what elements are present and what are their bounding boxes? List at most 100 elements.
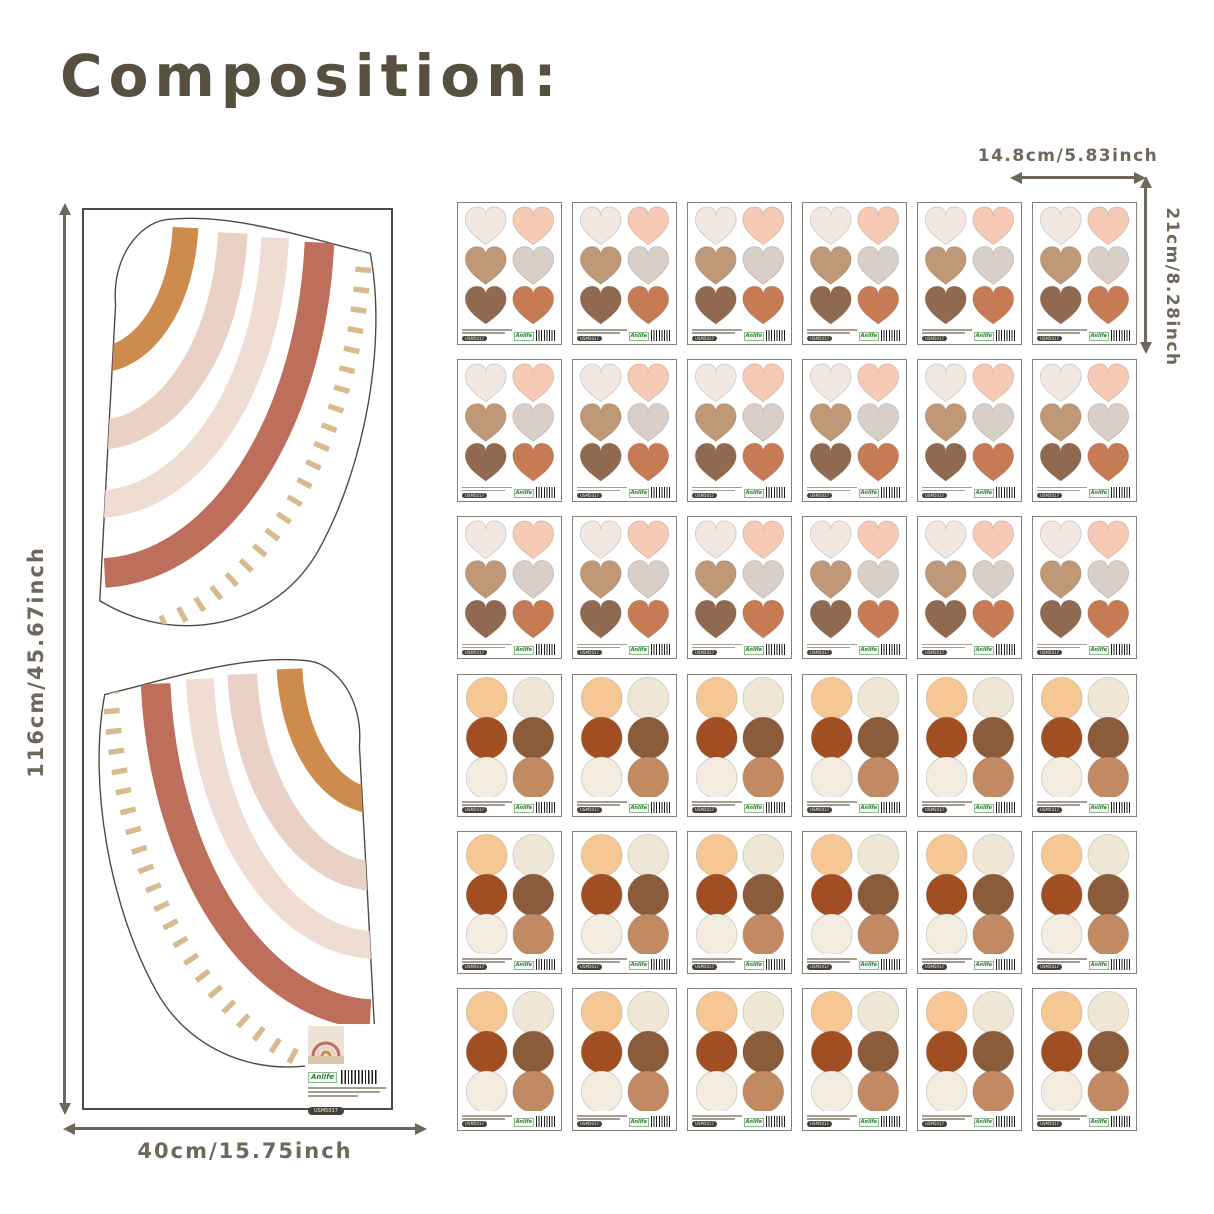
heart-sticker-sheet: USM5017 Anlife xyxy=(687,202,792,345)
barcode xyxy=(536,644,557,656)
circle-stickers xyxy=(925,676,1015,797)
width-arrow xyxy=(63,1122,427,1135)
heart-stickers xyxy=(1039,363,1130,482)
sheet-fine-print: USM5017 xyxy=(577,1114,627,1127)
sheet-code-pill: USM5017 xyxy=(807,649,833,656)
brand-logo: Anlife xyxy=(858,1117,879,1127)
sheet-code-pill: USM5017 xyxy=(922,649,948,656)
sheet-fine-print: USM5017 xyxy=(807,800,857,813)
brand-logo: Anlife xyxy=(1088,1117,1109,1127)
heart-sticker-sheet: USM5017 Anlife xyxy=(572,359,677,503)
brand-logo: Anlife xyxy=(743,332,764,341)
sheet-label: USM5017 Anlife xyxy=(462,639,557,656)
circle-stickers xyxy=(810,676,900,797)
barcode xyxy=(1111,1115,1132,1127)
heart-stickers xyxy=(924,363,1015,482)
sheet-label: USM5017 Anlife xyxy=(922,639,1017,656)
brand-logo: Anlife xyxy=(628,960,649,970)
brand-logo: Anlife xyxy=(628,332,649,341)
product-label: Anlife USM5017 xyxy=(305,1024,389,1115)
sheet-label: USM5017 Anlife xyxy=(807,482,902,499)
heart-stickers xyxy=(1039,206,1130,325)
barcode xyxy=(1111,801,1132,813)
sheet-code-pill: USM5017 xyxy=(692,807,718,813)
barcode xyxy=(651,801,672,813)
brand-logo: Anlife xyxy=(308,1071,337,1083)
brand-logo: Anlife xyxy=(1088,332,1109,341)
sheet-code-pill: USM5017 xyxy=(1037,807,1063,813)
circle-sticker-sheet: USM5017 Anlife xyxy=(457,830,562,974)
barcode xyxy=(881,644,902,656)
sheet-fine-print: USM5017 xyxy=(922,957,972,970)
sheet-code-pill: USM5017 xyxy=(807,807,833,813)
sheet-fine-print: USM5017 xyxy=(462,957,512,970)
circle-sticker-sheet: USM5017 Anlife xyxy=(1032,830,1137,974)
brand-logo: Anlife xyxy=(973,489,994,499)
brand-logo: Anlife xyxy=(973,960,994,970)
brand-logo: Anlife xyxy=(513,646,534,656)
heart-sticker-sheet: USM5017 Anlife xyxy=(1032,359,1137,503)
barcode xyxy=(651,958,672,970)
panel-width-label: 40cm/15.75inch xyxy=(137,1139,353,1163)
circle-sticker-sheet: USM5017 Anlife xyxy=(457,673,562,817)
heart-sticker-sheet: USM5017 Anlife xyxy=(917,202,1022,345)
sheet-fine-print: USM5017 xyxy=(462,642,512,656)
circle-sticker-sheet: USM5017 Anlife xyxy=(802,830,907,974)
sheet-code-pill: USM5017 xyxy=(1037,649,1063,656)
circle-stickers xyxy=(465,833,555,954)
circle-sticker-sheet: USM5017 Anlife xyxy=(917,830,1022,974)
barcode xyxy=(651,487,672,499)
sheet-fine-print: USM5017 xyxy=(807,485,857,499)
brand-logo: Anlife xyxy=(973,332,994,341)
heart-sticker-sheet: USM5017 Anlife xyxy=(917,516,1022,660)
sheet-code-pill: USM5017 xyxy=(462,492,488,499)
product-code-pill: USM5017 xyxy=(308,1107,344,1115)
brand-logo: Anlife xyxy=(628,489,649,499)
brand-logo: Anlife xyxy=(1088,803,1109,813)
sheet-fine-print: USM5017 xyxy=(462,800,512,813)
sheet-fine-print: USM5017 xyxy=(1037,1114,1087,1127)
heart-stickers xyxy=(464,363,555,482)
heart-sticker-sheet: USM5017 Anlife xyxy=(687,359,792,503)
sheet-label: USM5017 Anlife xyxy=(1037,325,1132,342)
circle-sticker-sheet: USM5017 Anlife xyxy=(687,673,792,817)
barcode xyxy=(766,958,787,970)
circle-stickers xyxy=(810,990,900,1111)
sheet-label: USM5017 Anlife xyxy=(692,954,787,971)
sheet-code-pill: USM5017 xyxy=(692,964,718,970)
sheet-label: USM5017 Anlife xyxy=(462,1111,557,1128)
circle-stickers xyxy=(580,833,670,954)
sheet-label: USM5017 Anlife xyxy=(807,1111,902,1128)
brand-logo: Anlife xyxy=(1088,489,1109,499)
sheet-fine-print: USM5017 xyxy=(807,642,857,656)
barcode xyxy=(881,330,902,341)
sheet-fine-print: USM5017 xyxy=(577,642,627,656)
barcode xyxy=(996,330,1017,341)
sheet-fine-print: USM5017 xyxy=(577,800,627,813)
sheet-code-pill: USM5017 xyxy=(1037,1121,1063,1127)
brand-logo: Anlife xyxy=(513,332,534,341)
heart-sticker-sheet: USM5017 Anlife xyxy=(1032,516,1137,660)
circle-stickers xyxy=(1040,990,1130,1111)
height-arrow xyxy=(58,203,71,1115)
sheet-code-pill: USM5017 xyxy=(922,964,948,970)
circle-stickers xyxy=(465,676,555,797)
heart-stickers xyxy=(809,363,900,482)
barcode xyxy=(881,801,902,813)
sheet-fine-print: USM5017 xyxy=(922,1114,972,1127)
page-title: Composition: xyxy=(60,42,563,110)
circle-sticker-sheet: USM5017 Anlife xyxy=(802,673,907,817)
circle-sticker-sheet: USM5017 Anlife xyxy=(1032,987,1137,1131)
barcode xyxy=(996,1115,1017,1127)
sheet-label: USM5017 Anlife xyxy=(692,1111,787,1128)
stripe-dashes xyxy=(105,246,373,626)
sheet-fine-print: USM5017 xyxy=(1037,328,1087,341)
sheet-label: USM5017 Anlife xyxy=(577,954,672,971)
heart-stickers xyxy=(579,363,670,482)
barcode xyxy=(536,958,557,970)
sheet-fine-print: USM5017 xyxy=(692,642,742,656)
barcode xyxy=(536,801,557,813)
heart-sticker-sheet: USM5017 Anlife xyxy=(572,202,677,345)
brand-logo: Anlife xyxy=(858,489,879,499)
brand-logo: Anlife xyxy=(628,1117,649,1127)
